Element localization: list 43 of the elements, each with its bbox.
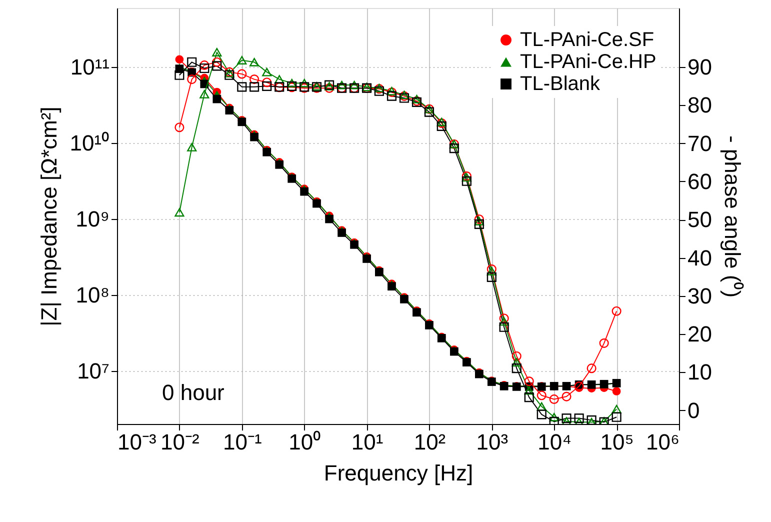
x-tick-label: 10²	[414, 430, 446, 454]
y-axis-title: |Z| Impedance [Ω*cm²]	[36, 106, 62, 326]
point	[300, 187, 309, 196]
x-tick-label: 10⁴	[538, 430, 572, 454]
y2-tick-label: 90	[688, 54, 712, 80]
point	[338, 228, 346, 237]
y2-tick-label: 30	[688, 283, 712, 308]
x-tick-label: 10⁻³	[118, 430, 156, 454]
x-tick-label: 10¹	[351, 430, 384, 454]
y2-tick-label: 80	[688, 92, 712, 118]
y2-axis-title: - phase angle (⁰)	[720, 135, 745, 298]
y2-tick-label: 60	[688, 168, 712, 194]
y2-tick-label: 10	[688, 360, 712, 385]
x-tick-label: 10⁻¹	[222, 430, 262, 454]
point	[250, 132, 258, 142]
point	[175, 55, 184, 64]
y-tick-label: 10⁹	[76, 206, 110, 232]
x-tick-label: 10⁰	[288, 430, 322, 454]
point	[388, 282, 396, 290]
y2-tick-label: 40	[688, 245, 712, 270]
point	[225, 106, 234, 114]
point	[325, 214, 334, 224]
y-tick-label: 10¹¹	[70, 54, 110, 80]
point	[212, 94, 222, 104]
point	[612, 387, 621, 396]
x-tick-label: 10⁶	[646, 430, 680, 454]
legend-label: TL-Blank	[520, 73, 602, 95]
x-axis-title: Frequency [Hz]	[324, 460, 474, 486]
point	[275, 160, 284, 169]
x-tick-label: 10³	[476, 430, 508, 454]
y-tick-label: 10¹⁰	[70, 130, 110, 156]
x-tick-label: 10⁻²	[160, 430, 200, 454]
y2-tick-label: 70	[688, 130, 712, 156]
y-tick-label: 10⁷	[77, 358, 110, 384]
y2-tick-label: 20	[688, 322, 712, 347]
y2-tick-label: 0	[688, 398, 700, 423]
x-tick-label: 10⁵	[600, 430, 634, 454]
legend-label: TL-PAni-Ce.HP	[520, 51, 656, 73]
annotation: 0 hour	[162, 380, 224, 405]
legend-label: TL-PAni-Ce.SF	[520, 29, 654, 51]
y2-tick-label: 50	[688, 207, 712, 232]
y-tick-label: 10⁸	[76, 282, 110, 308]
point	[362, 254, 371, 263]
